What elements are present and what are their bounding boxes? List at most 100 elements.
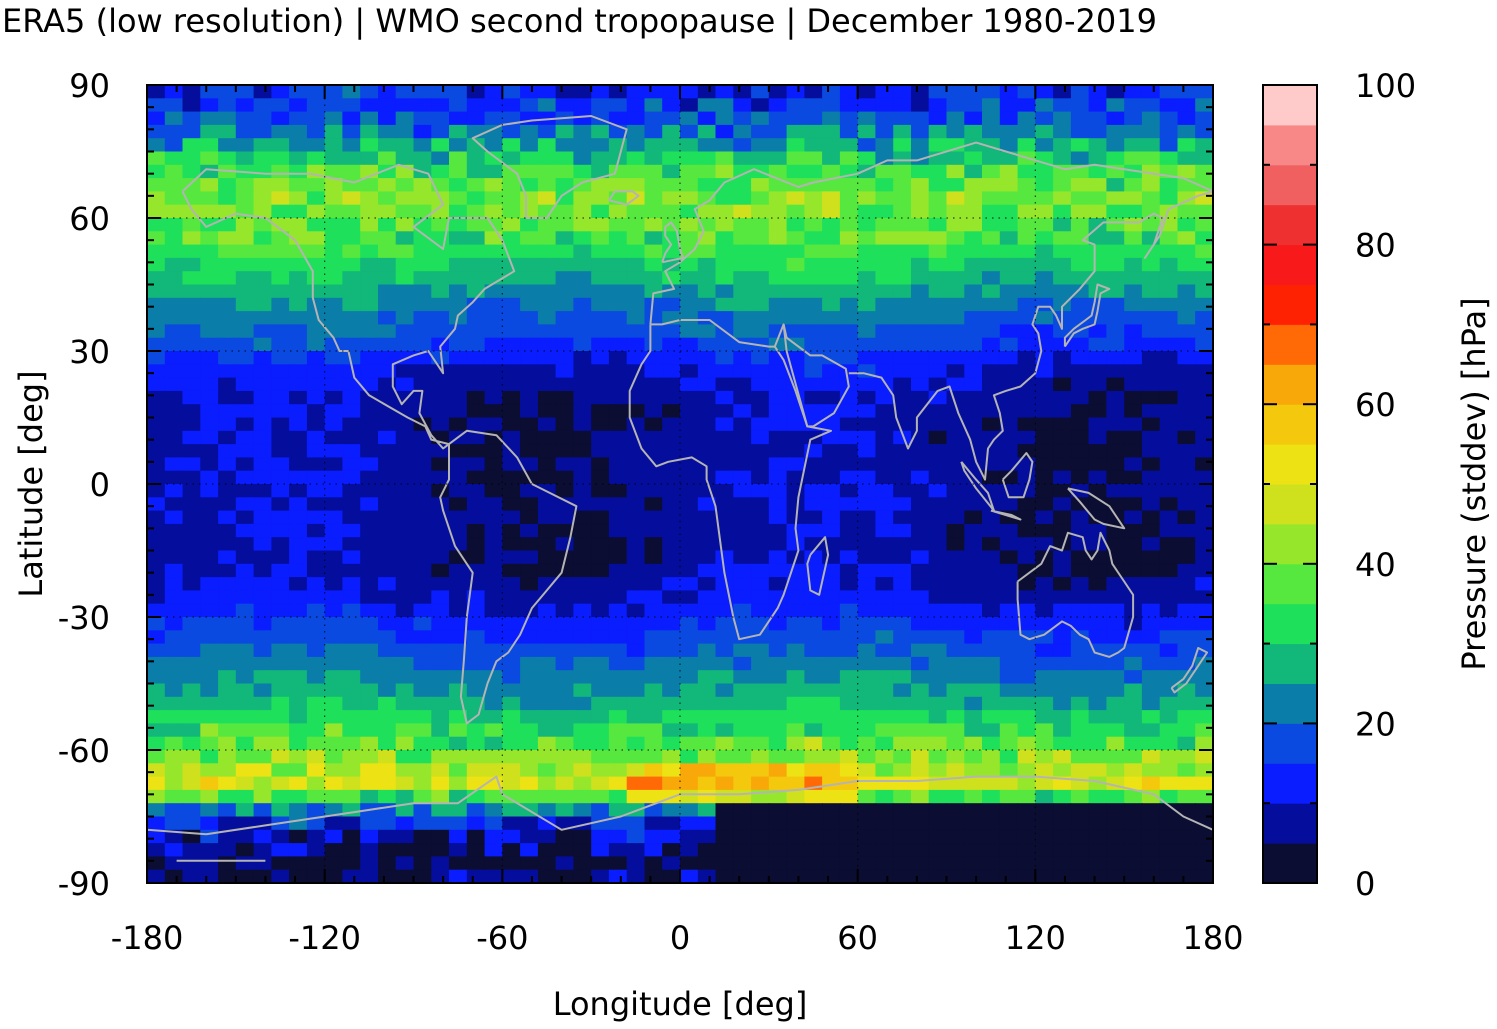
heatmap-cell	[306, 138, 326, 153]
heatmap-cell	[449, 191, 468, 206]
heatmap-cell	[1106, 643, 1125, 658]
heatmap-cell	[413, 577, 432, 591]
heatmap-cell	[768, 284, 788, 299]
heatmap-cell	[1159, 829, 1179, 844]
heatmap-cell	[164, 311, 184, 325]
heatmap-cell	[484, 789, 503, 804]
heatmap-cell	[662, 723, 681, 738]
heatmap-cell	[271, 563, 290, 578]
heatmap-cell	[733, 404, 752, 419]
heatmap-cell	[822, 856, 841, 871]
heatmap-cell	[1070, 683, 1090, 698]
heatmap-cell	[946, 603, 965, 618]
heatmap-cell	[342, 537, 361, 552]
heatmap-cell	[1141, 337, 1161, 352]
heatmap-cell	[200, 683, 219, 698]
heatmap-cell	[555, 789, 574, 804]
heatmap-cell	[164, 829, 184, 844]
heatmap-cell	[1141, 550, 1161, 565]
heatmap-cell	[200, 457, 219, 472]
heatmap-cell	[875, 789, 894, 804]
heatmap-cell	[768, 723, 788, 738]
heatmap-cell	[608, 683, 628, 698]
heatmap-cell	[1035, 617, 1054, 631]
heatmap-cell	[537, 656, 557, 671]
heatmap-cell	[235, 124, 255, 139]
heatmap-cell	[928, 111, 948, 126]
heatmap-cell	[1017, 244, 1036, 259]
heatmap-cell	[697, 284, 717, 299]
heatmap-cell	[182, 444, 201, 458]
heatmap-cell	[182, 750, 201, 764]
heatmap-cell	[573, 124, 592, 139]
heatmap-cell	[733, 297, 752, 312]
heatmap-cell	[928, 257, 948, 272]
heatmap-cell	[360, 444, 379, 458]
heatmap-cell	[1017, 178, 1036, 192]
heatmap-cell	[751, 856, 770, 871]
heatmap-cell	[395, 523, 415, 538]
heatmap-cell	[378, 470, 397, 485]
heatmap-cell	[964, 577, 983, 591]
heatmap-cell	[946, 284, 965, 299]
heatmap-cell	[502, 603, 521, 618]
heatmap-cell	[1070, 124, 1090, 139]
heatmap-cell	[342, 191, 361, 206]
heatmap-cell	[306, 789, 326, 804]
heatmap-cell	[662, 563, 681, 578]
heatmap-cell	[164, 231, 184, 246]
heatmap-cell	[147, 776, 166, 791]
heatmap-cell	[235, 590, 255, 605]
heatmap-cell	[306, 843, 326, 857]
heatmap-cell	[164, 98, 184, 113]
heatmap-cell	[1017, 710, 1036, 724]
heatmap-cell	[911, 750, 930, 764]
heatmap-cell	[857, 178, 877, 192]
heatmap-cell	[253, 696, 272, 711]
heatmap-cell	[555, 470, 574, 485]
heatmap-cell	[324, 390, 344, 405]
heatmap-cell	[253, 843, 272, 857]
heatmap-cell	[857, 683, 877, 698]
heatmap-cell	[999, 497, 1019, 512]
heatmap-cell	[1017, 563, 1036, 578]
heatmap-cell	[946, 670, 965, 685]
heatmap-cell	[857, 111, 877, 126]
colorbar-segment	[1263, 204, 1317, 246]
heatmap-cell	[1088, 696, 1107, 711]
heatmap-cell	[928, 337, 948, 352]
heatmap-cell	[804, 843, 823, 857]
heatmap-cell	[1088, 656, 1107, 671]
heatmap-cell	[324, 218, 344, 232]
heatmap-cell	[342, 337, 361, 352]
heatmap-cell	[555, 723, 574, 738]
heatmap-cell	[271, 98, 290, 113]
heatmap-cell	[644, 523, 663, 538]
heatmap-cell	[537, 683, 557, 698]
heatmap-cell	[1195, 430, 1213, 445]
heatmap-cell	[715, 244, 734, 259]
heatmap-cell	[822, 789, 841, 804]
coastline	[990, 509, 1022, 521]
heatmap-cell	[200, 590, 219, 605]
heatmap-cell	[662, 244, 681, 259]
heatmap-cell	[1106, 603, 1125, 618]
heatmap-cell	[182, 603, 201, 618]
heatmap-cell	[911, 603, 930, 618]
heatmap-cell	[964, 829, 983, 844]
heatmap-cell	[200, 257, 219, 272]
heatmap-cell	[466, 470, 486, 485]
heatmap-cell	[911, 630, 930, 645]
heatmap-cell	[733, 736, 752, 751]
heatmap-cell	[928, 736, 948, 751]
heatmap-cell	[395, 457, 415, 472]
heatmap-cell	[555, 603, 574, 618]
heatmap-cell	[822, 351, 841, 365]
heatmap-cell	[147, 710, 166, 724]
heatmap-cell	[1159, 590, 1179, 605]
heatmap-cell	[644, 85, 663, 99]
heatmap-cell	[378, 603, 397, 618]
heatmap-cell	[1177, 351, 1196, 365]
heatmap-cell	[1053, 710, 1072, 724]
heatmap-cell	[733, 710, 752, 724]
